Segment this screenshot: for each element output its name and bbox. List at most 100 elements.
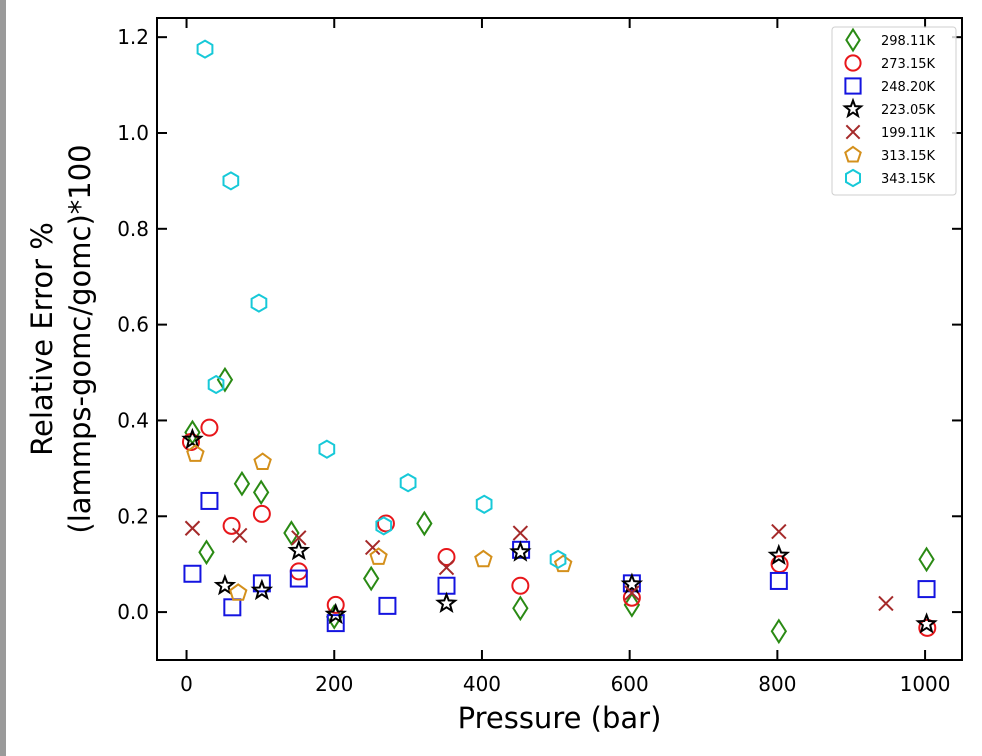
plot-area-frame [156, 17, 963, 661]
series-298.11K [184, 366, 935, 645]
data-point [252, 574, 271, 593]
series-343.15K [196, 39, 567, 570]
data-point [769, 571, 788, 590]
data-point [291, 530, 307, 546]
data-point [200, 491, 219, 510]
x-tick-label: 800 [758, 672, 796, 696]
data-point [918, 546, 935, 573]
data-point [474, 549, 493, 568]
y-axis-label-line1: Relative Error % [25, 222, 59, 456]
series-248.20K [183, 491, 936, 633]
x-tick-label: 1000 [900, 672, 951, 696]
data-point [183, 564, 202, 583]
data-point [475, 494, 493, 514]
data-point [364, 539, 381, 556]
data-point [326, 614, 345, 633]
data-point [250, 293, 268, 313]
legend-marker [844, 54, 862, 72]
data-point [200, 418, 219, 437]
data-point [512, 595, 529, 622]
legend-marker [845, 27, 861, 53]
data-point [767, 543, 791, 566]
data-point [553, 554, 573, 573]
axis-ticks: 0 200 400 600 800 1000 0.0 0.2 0.4 0.6 0.8 1.0 1.2 [117, 18, 962, 696]
data-point [289, 569, 308, 588]
data-point [622, 588, 641, 607]
x-tick-label: 600 [611, 672, 649, 696]
series-199.11K [184, 520, 894, 612]
legend-label: 298.11K [881, 34, 935, 49]
window-edge [0, 0, 6, 756]
data-point [511, 576, 530, 595]
y-tick-label: 0.8 [117, 217, 149, 241]
data-point [362, 565, 380, 592]
data-point [252, 479, 270, 506]
data-point [878, 595, 894, 612]
x-tick-label: 400 [463, 672, 501, 696]
legend-label: 273.15K [881, 57, 935, 72]
legend-marker [845, 124, 861, 140]
legend-marker [844, 77, 862, 95]
legend-marker [844, 145, 862, 163]
data-point [620, 572, 644, 594]
legend-label: 223.05K [881, 103, 935, 118]
data-point [549, 549, 567, 570]
data-point [213, 573, 237, 596]
legend-marker [842, 97, 864, 119]
y-tick-label: 0.4 [117, 408, 149, 432]
legend-label: 343.15K [881, 172, 935, 187]
y-tick-label: 1.0 [117, 121, 149, 145]
data-point [326, 595, 345, 614]
data-point [222, 171, 240, 191]
data-point [437, 547, 456, 566]
data-point [917, 580, 936, 599]
data-point [318, 439, 336, 459]
legend-marker [845, 168, 861, 188]
data-point [438, 559, 455, 576]
data-points [181, 39, 938, 645]
data-point [918, 618, 937, 637]
data-point [376, 514, 395, 533]
data-point [233, 470, 251, 497]
data-point [253, 452, 272, 470]
data-point [196, 39, 214, 59]
data-point [186, 444, 205, 462]
series-313.15K [186, 444, 573, 601]
y-tick-label: 0.6 [117, 313, 149, 337]
y-axis-label-line2: (lammps-gomc/gomc)*100 [63, 144, 97, 533]
data-point [223, 598, 242, 617]
data-point [181, 427, 204, 450]
data-point [437, 576, 456, 595]
data-point [232, 527, 248, 544]
data-point [375, 516, 393, 536]
legend-label: 199.11K [881, 126, 935, 141]
x-tick-label: 0 [180, 672, 193, 696]
data-point [216, 366, 234, 393]
x-axis-label: Pressure (bar) [458, 701, 662, 735]
x-tick-label: 200 [315, 672, 353, 696]
legend-label: 248.20K [881, 80, 935, 95]
legend-label: 313.15K [881, 149, 935, 164]
data-point [512, 525, 529, 541]
data-point [623, 592, 641, 618]
data-point [399, 473, 417, 493]
data-point [509, 540, 532, 562]
data-point [369, 547, 388, 565]
data-point [287, 538, 311, 561]
data-point [324, 602, 347, 625]
data-point [624, 585, 640, 601]
legend: 298.11K 273.15K 248.20K 223.05K 199.11K 313.1… [831, 26, 957, 196]
data-point [435, 591, 458, 613]
data-point [770, 618, 788, 645]
data-point [771, 523, 787, 540]
legend-frame [831, 26, 957, 196]
data-point [378, 596, 397, 615]
data-point [229, 583, 248, 601]
data-point [416, 510, 433, 537]
data-point [207, 374, 225, 395]
y-tick-label: 1.2 [117, 25, 149, 49]
data-point [198, 539, 215, 566]
data-point [915, 612, 938, 634]
series-223.05K [181, 427, 938, 634]
